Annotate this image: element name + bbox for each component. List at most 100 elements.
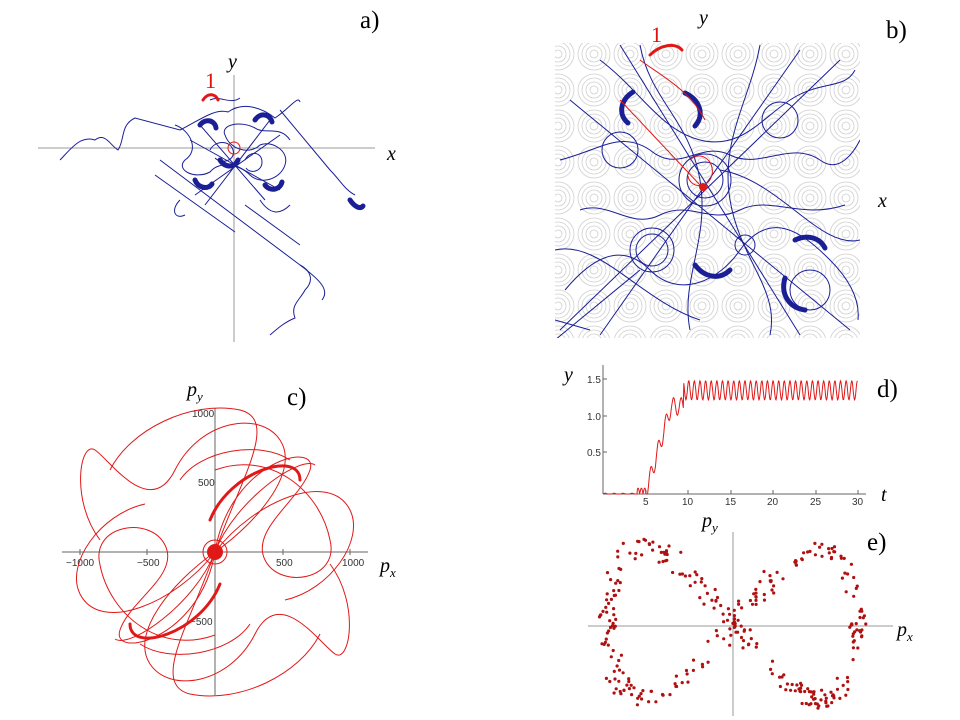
panel-d-x-tick: 5 — [643, 497, 649, 508]
panel-e-point — [813, 541, 817, 546]
panel-e-point — [841, 683, 845, 688]
panel-e-point — [752, 592, 756, 596]
panel-e-point — [750, 602, 755, 606]
panel-e-point — [635, 703, 640, 707]
panel-a-x-axis-label: x — [386, 143, 396, 165]
panel-e-point — [755, 642, 759, 646]
panel-e-point — [736, 618, 740, 622]
panel-e-point — [846, 687, 850, 692]
panel-e-point — [671, 570, 675, 575]
panel-e-point — [654, 700, 658, 704]
panel-e-point — [770, 659, 775, 663]
panel-e-point — [661, 559, 665, 564]
panel-e-point — [637, 694, 641, 698]
panel-d-y-axis-label: y — [562, 364, 573, 386]
panel-e-point — [617, 679, 621, 683]
panel-e-point — [844, 590, 848, 594]
panel-e-point — [605, 610, 609, 614]
panel-e-point — [700, 577, 704, 581]
panel-e-point — [813, 697, 817, 701]
panel-e-point — [840, 576, 845, 580]
panel-e-point — [706, 660, 710, 664]
panel-e-point — [679, 550, 683, 554]
panel-e-point — [770, 588, 774, 592]
panel-e-point — [725, 618, 730, 622]
panel-e-point — [850, 622, 854, 626]
panel-e-point — [741, 646, 745, 650]
panel-d-x-tick: 10 — [682, 497, 694, 508]
panel-e-point — [806, 687, 810, 691]
panel-e-point — [795, 683, 799, 687]
panel-e-point — [754, 598, 758, 603]
panel-e-point — [732, 620, 737, 624]
panel-e-point — [702, 602, 706, 606]
panel-c-x-ticks: −1000 −500 500 1000 — [66, 549, 365, 569]
panel-e-point — [611, 648, 615, 653]
panel-e-point — [758, 580, 762, 584]
panel-e-point — [749, 637, 753, 641]
panel-e-point — [808, 549, 812, 554]
panel-e-point — [803, 689, 807, 694]
panel-e-point — [833, 550, 837, 554]
panel-e-point — [732, 625, 737, 630]
panel-a-label: a) — [360, 7, 379, 34]
panel-e-point — [688, 584, 692, 588]
panel-e-point — [607, 601, 611, 606]
panel-e-point — [608, 679, 612, 684]
panel-e-point — [737, 602, 741, 606]
panel-e-point — [726, 607, 731, 611]
panel-e-point — [762, 592, 766, 597]
panel-e-point — [722, 620, 726, 624]
panel-e-point — [606, 643, 610, 647]
panel-e-point — [647, 542, 652, 547]
panel-e-point — [714, 629, 719, 633]
panel-e-point — [710, 598, 714, 602]
panel-e-point — [780, 675, 784, 679]
panel-e-point — [754, 595, 758, 599]
panel-e-point — [640, 553, 644, 557]
panel-e-point — [700, 662, 705, 666]
panel-e-point — [799, 690, 803, 694]
panel-e-point — [754, 587, 758, 592]
panel-a: 1 y x a) — [38, 7, 396, 342]
panel-b-label: b) — [886, 17, 907, 44]
panel-e-point — [627, 679, 631, 684]
panel-e-point — [818, 545, 822, 549]
panel-e-point — [790, 682, 794, 687]
panel-e-point — [599, 613, 603, 617]
panel-e-point — [619, 653, 624, 657]
panel-d-y-tick: 1.5 — [587, 375, 601, 386]
panel-e-point — [732, 608, 736, 612]
panel-e-point — [609, 597, 614, 602]
panel-e-point — [789, 688, 793, 692]
panel-e-point — [794, 563, 799, 567]
panel-d-x-tick: 20 — [767, 497, 779, 508]
panel-e-point — [819, 698, 823, 702]
panel-e-point — [675, 684, 679, 689]
panel-b-x-axis-label: x — [877, 190, 887, 212]
panel-e-point — [612, 607, 616, 611]
panel-e-point — [824, 699, 828, 703]
panel-e-point — [712, 606, 716, 610]
panel-e-poincare-points — [597, 537, 868, 710]
panel-e-point — [673, 682, 677, 686]
panel-e-point — [613, 677, 617, 681]
panel-e-y-axis-label: py — [700, 510, 718, 535]
panel-e-point — [659, 550, 663, 555]
panel-e-point — [621, 671, 625, 675]
panel-e-point — [651, 548, 655, 552]
panel-c-label: c) — [287, 384, 306, 411]
panel-e-point — [685, 672, 689, 676]
panel-e-point — [703, 584, 707, 588]
panel-e-point — [826, 704, 830, 708]
panel-e-point — [614, 617, 618, 622]
panel-e-point — [820, 542, 824, 546]
panel-c-x-axis-label: px — [378, 555, 396, 580]
panel-e-point — [664, 549, 669, 553]
panel-c-x-tick: 500 — [276, 558, 293, 569]
panel-e-point — [732, 614, 737, 618]
panel-e-point — [622, 688, 626, 692]
panel-e-point — [856, 646, 860, 650]
panel-e-point — [699, 580, 703, 584]
panel-e-point — [701, 665, 705, 669]
